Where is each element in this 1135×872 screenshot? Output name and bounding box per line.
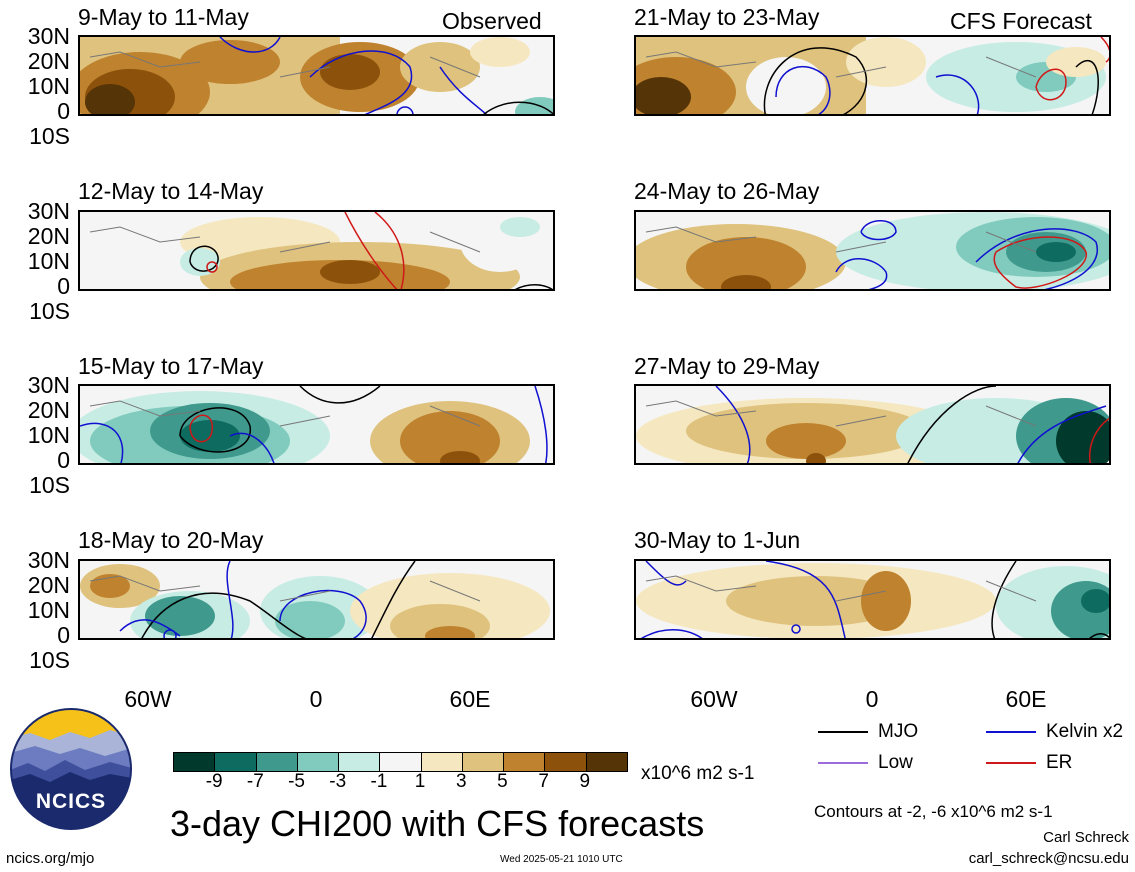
map-panel-1 [78, 35, 555, 116]
map-panel-3 [78, 384, 555, 465]
lon-label-60w-right: 60W [690, 686, 738, 712]
map-panel-6 [634, 210, 1111, 291]
kelvin-legend-label: Kelvin x2 [1046, 721, 1124, 742]
colorbar-swatch [339, 753, 381, 771]
lat-label: 10S [29, 298, 70, 324]
lat-label: 0 [57, 447, 70, 473]
colorbar-swatch [545, 753, 587, 771]
lat-label: 30N [27, 23, 70, 49]
website-link[interactable]: ncics.org/mjo [6, 850, 95, 867]
cfs-forecast-tag: CFS Forecast [950, 8, 1092, 34]
colorbar [173, 752, 628, 772]
author: Carl Schreck [1043, 829, 1129, 846]
map-panel-5 [634, 35, 1111, 116]
lat-label: 10N [27, 248, 70, 274]
lon-label-0-left: 0 [309, 686, 323, 712]
colorbar-tick-label: 3 [455, 771, 467, 792]
colorbar-tick-label: 5 [497, 771, 508, 792]
lat-label: 20N [27, 223, 70, 249]
map-panel-2 [78, 210, 555, 291]
observed-tag: Observed [442, 8, 542, 34]
lat-label: 30N [27, 547, 70, 573]
lat-label: 20N [27, 397, 70, 423]
map-panel-7 [634, 384, 1111, 465]
lat-label: 10S [29, 647, 70, 673]
mjo-legend-label: MJO [878, 721, 919, 742]
low-legend-line [818, 762, 868, 764]
lat-label: 10N [27, 73, 70, 99]
main-title: 3-day CHI200 with CFS forecasts [170, 803, 705, 844]
lat-label: 30N [27, 372, 70, 398]
colorbar-tick-label: -7 [246, 771, 264, 792]
er-legend-line [986, 762, 1036, 764]
lat-label: 20N [27, 572, 70, 598]
colorbar-tick-label: -5 [288, 771, 305, 792]
lon-label-60e-right: 60E [1005, 686, 1047, 712]
contours-note: Contours at -2, -6 x10^6 m2 s-1 [814, 802, 1053, 821]
ncics-logo: NCICS [10, 708, 132, 830]
colorbar-swatch [380, 753, 422, 771]
colorbar-swatch [174, 753, 216, 771]
panel-4-title: 18-May to 20-May [78, 527, 264, 553]
panel-8-title: 30-May to 1-Jun [634, 527, 801, 553]
colorbar-tick-label: 9 [579, 771, 591, 792]
logo-text: NCICS [35, 790, 107, 813]
colorbar-tick-label: 7 [538, 771, 549, 792]
map-panel-8 [634, 559, 1111, 640]
colorbar-tick-label: -3 [329, 771, 347, 792]
lat-label: 10S [29, 472, 70, 498]
colorbar-swatch [215, 753, 257, 771]
lon-label-60w-left: 60W [124, 686, 172, 712]
colorbar-swatch [462, 753, 505, 771]
lon-label-60e-left: 60E [449, 686, 491, 712]
colorbar-tick-label: 1 [414, 771, 426, 792]
colorbar-tick-label: -9 [205, 771, 223, 792]
colorbar-swatch [504, 753, 546, 771]
mjo-legend-line [818, 731, 868, 733]
panel-6-title: 24-May to 26-May [634, 178, 820, 204]
panel-2-title: 12-May to 14-May [78, 178, 264, 204]
lat-label: 20N [27, 48, 70, 74]
lon-label-0-right: 0 [865, 686, 879, 712]
low-legend-label: Low [878, 752, 913, 773]
colorbar-swatch [256, 753, 298, 771]
colorbar-tick-label: -1 [370, 771, 388, 792]
lat-label: 10N [27, 597, 70, 623]
lat-label: 10N [27, 422, 70, 448]
timestamp: Wed 2025-05-21 1010 UTC [500, 854, 623, 865]
lat-label: 10S [29, 123, 70, 149]
colorbar-swatch [586, 753, 627, 771]
panel-3-title: 15-May to 17-May [78, 353, 264, 379]
lat-label: 0 [57, 273, 70, 299]
panel-5-title: 21-May to 23-May [634, 4, 820, 30]
lat-label: 30N [27, 198, 70, 224]
panel-7-title: 27-May to 29-May [634, 353, 820, 379]
colorbar-swatch [297, 753, 340, 771]
colorbar-units: x10^6 m2 s-1 [641, 763, 755, 784]
author-email[interactable]: carl_schreck@ncsu.edu [968, 850, 1129, 867]
colorbar-swatch [421, 753, 463, 771]
kelvin-legend-line [986, 731, 1036, 733]
lat-label: 0 [57, 98, 70, 124]
lat-label: 0 [57, 622, 70, 648]
er-legend-label: ER [1046, 752, 1073, 773]
panel-1-title: 9-May to 11-May [78, 4, 249, 30]
map-panel-4 [78, 559, 555, 640]
